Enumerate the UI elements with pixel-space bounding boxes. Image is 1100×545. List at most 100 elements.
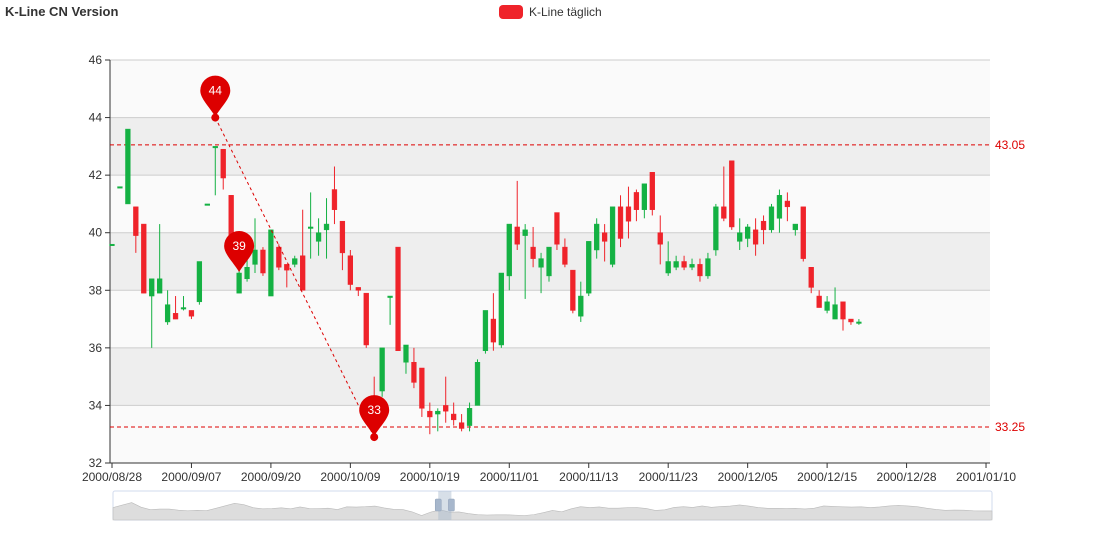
candlestick[interactable] bbox=[133, 206, 139, 253]
candlestick[interactable] bbox=[760, 215, 767, 245]
candlestick[interactable] bbox=[768, 203, 775, 233]
data-zoom-handle[interactable] bbox=[434, 498, 442, 512]
candlestick[interactable] bbox=[633, 189, 640, 222]
candlestick[interactable] bbox=[641, 183, 647, 219]
candlestick[interactable] bbox=[204, 203, 210, 206]
candlestick[interactable] bbox=[737, 218, 743, 250]
candlestick[interactable] bbox=[506, 223, 512, 291]
candlestick[interactable] bbox=[824, 296, 830, 314]
candlestick[interactable] bbox=[729, 160, 735, 230]
candlestick[interactable] bbox=[164, 290, 171, 325]
candlestick[interactable] bbox=[681, 255, 687, 271]
candlestick[interactable] bbox=[578, 281, 584, 322]
candlestick[interactable] bbox=[196, 261, 203, 305]
candlestick[interactable] bbox=[300, 209, 306, 291]
candlestick[interactable] bbox=[856, 319, 862, 325]
candlestick[interactable] bbox=[307, 192, 314, 259]
candlestick[interactable] bbox=[395, 246, 401, 351]
candlestick[interactable] bbox=[721, 166, 727, 222]
candlestick[interactable] bbox=[117, 186, 123, 189]
candlestick[interactable] bbox=[609, 206, 616, 268]
candlestick[interactable] bbox=[625, 186, 632, 239]
candlestick[interactable] bbox=[157, 224, 163, 294]
candlestick[interactable] bbox=[554, 212, 560, 250]
candlestick[interactable] bbox=[276, 244, 282, 271]
candlestick[interactable] bbox=[268, 229, 274, 297]
candlestick[interactable] bbox=[172, 296, 179, 320]
candlestick[interactable] bbox=[800, 206, 806, 262]
candlestick[interactable] bbox=[546, 246, 552, 282]
candlestick[interactable] bbox=[188, 310, 195, 320]
candlestick[interactable] bbox=[689, 258, 695, 271]
candlestick[interactable] bbox=[347, 249, 353, 291]
mark-point-pin[interactable]: 44 bbox=[200, 75, 231, 117]
candlestick[interactable] bbox=[705, 252, 711, 279]
candlestick[interactable] bbox=[816, 290, 822, 308]
candlestick[interactable] bbox=[149, 278, 155, 348]
candlestick[interactable] bbox=[514, 180, 520, 250]
candlestick[interactable] bbox=[752, 218, 759, 256]
candlestick[interactable] bbox=[808, 267, 814, 294]
candlestick[interactable] bbox=[284, 264, 290, 288]
candlestick[interactable] bbox=[220, 148, 226, 190]
candlestick[interactable] bbox=[617, 195, 624, 248]
candlestick[interactable] bbox=[466, 402, 473, 432]
candlestick[interactable] bbox=[411, 347, 417, 389]
candlestick[interactable] bbox=[482, 310, 489, 354]
candlestick[interactable] bbox=[490, 293, 497, 351]
candlestick[interactable] bbox=[212, 146, 218, 196]
candlestick[interactable] bbox=[315, 218, 322, 256]
candlestick[interactable] bbox=[331, 166, 338, 225]
candlestick[interactable] bbox=[339, 220, 346, 271]
candlestick[interactable] bbox=[252, 218, 258, 274]
candlestick[interactable] bbox=[601, 224, 608, 262]
candlestick[interactable] bbox=[792, 223, 798, 236]
data-zoom-handle[interactable] bbox=[448, 498, 455, 512]
candlestick[interactable] bbox=[260, 247, 266, 276]
candlestick[interactable] bbox=[403, 344, 409, 374]
candlestick[interactable] bbox=[180, 296, 187, 311]
x-tick-label: 2000/11/23 bbox=[639, 470, 698, 484]
candlestick[interactable] bbox=[363, 292, 369, 348]
candlestick[interactable] bbox=[379, 347, 385, 397]
candlestick[interactable] bbox=[657, 215, 663, 265]
candlestick[interactable] bbox=[665, 241, 671, 276]
candlestick[interactable] bbox=[562, 238, 568, 268]
candlestick[interactable] bbox=[419, 367, 425, 417]
candlestick[interactable] bbox=[292, 255, 298, 268]
candlestick[interactable] bbox=[141, 223, 147, 294]
candlestick[interactable] bbox=[649, 172, 655, 216]
candlestick[interactable] bbox=[776, 189, 783, 233]
candlestick[interactable] bbox=[832, 287, 838, 320]
candlestick[interactable] bbox=[522, 224, 528, 299]
candlestick[interactable] bbox=[784, 192, 791, 222]
candlestick[interactable] bbox=[594, 218, 600, 259]
data-zoom-window[interactable] bbox=[438, 491, 452, 520]
candlestick[interactable] bbox=[530, 226, 536, 268]
candlestick[interactable] bbox=[474, 359, 481, 406]
candlestick[interactable] bbox=[323, 198, 330, 259]
candlestick[interactable] bbox=[427, 402, 433, 435]
candlestick[interactable] bbox=[443, 376, 449, 423]
candle-body bbox=[617, 206, 624, 239]
candlestick[interactable] bbox=[435, 408, 441, 432]
candlestick[interactable] bbox=[697, 258, 703, 282]
candlestick[interactable] bbox=[498, 272, 504, 348]
candlestick[interactable] bbox=[570, 269, 576, 314]
candlestick[interactable] bbox=[125, 128, 131, 205]
candlestick[interactable] bbox=[840, 301, 846, 331]
candlestick[interactable] bbox=[745, 224, 751, 248]
candlestick[interactable] bbox=[458, 414, 465, 432]
mark-point-pin[interactable]: 33 bbox=[359, 395, 390, 437]
candlestick[interactable] bbox=[538, 252, 544, 294]
legend-item[interactable]: K-Line täglich bbox=[499, 5, 602, 19]
candlestick[interactable] bbox=[673, 255, 679, 271]
candlestick[interactable] bbox=[387, 295, 393, 325]
candlestick[interactable] bbox=[848, 318, 854, 325]
candlestick[interactable] bbox=[355, 287, 361, 297]
candlestick[interactable] bbox=[451, 402, 457, 426]
mark-point-pin[interactable]: 39 bbox=[224, 231, 255, 273]
candlestick[interactable] bbox=[713, 203, 719, 256]
candlestick[interactable] bbox=[109, 243, 115, 246]
candlestick[interactable] bbox=[586, 241, 592, 297]
